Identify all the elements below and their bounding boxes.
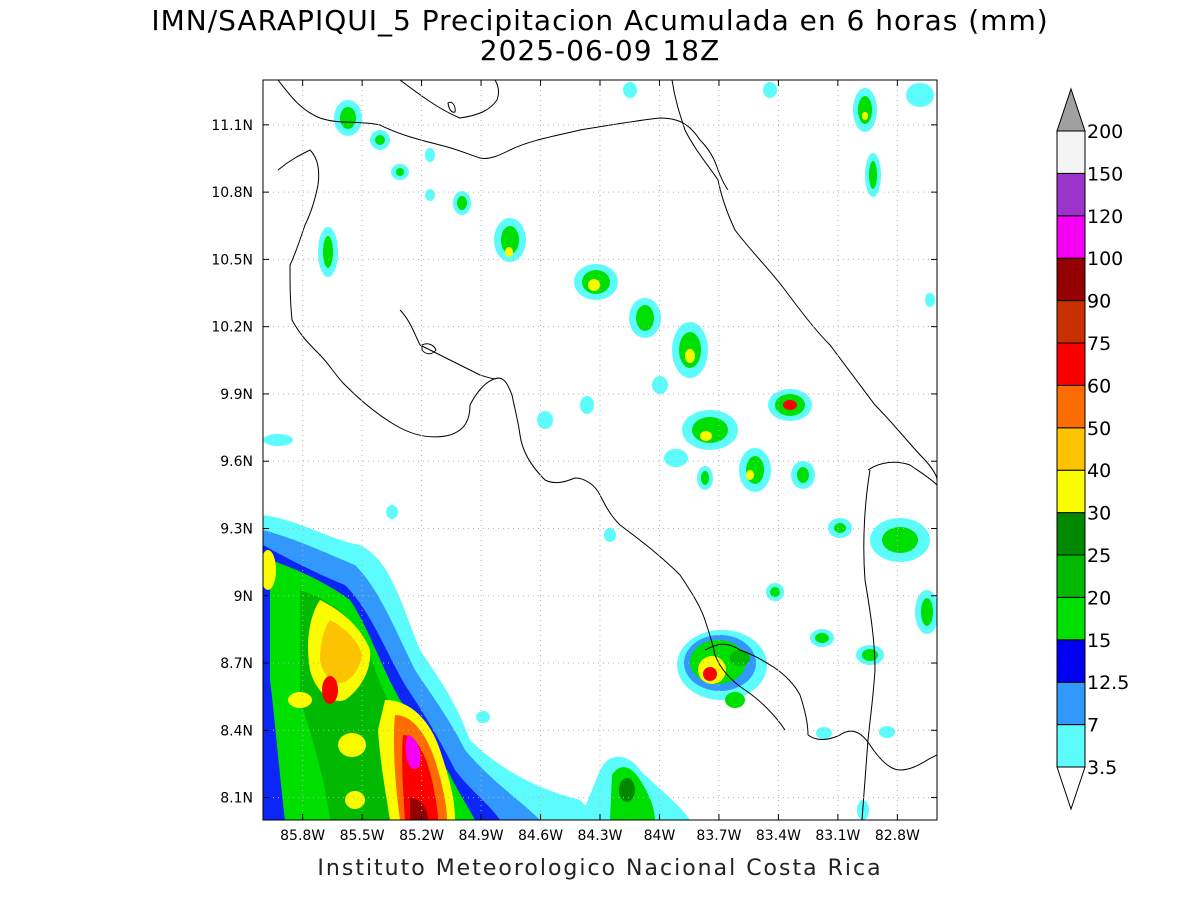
legend-label: 90 bbox=[1087, 291, 1111, 313]
institution-credit: Instituto Meteorologico Nacional Costa R… bbox=[317, 856, 883, 881]
south-coast-panama bbox=[807, 730, 937, 771]
lake-island bbox=[421, 343, 437, 355]
panama-border bbox=[861, 461, 937, 820]
lat-tick-label: 10.5N bbox=[211, 252, 253, 268]
lat-tick-label: 11.1N bbox=[211, 118, 253, 134]
precip-cluster-southwest bbox=[263, 434, 600, 820]
grid-lines bbox=[263, 80, 937, 820]
color-legend: 3.5 7 12.5 15 20 25 30 40 50 60 75 90 100 120 150 200 bbox=[1056, 87, 1129, 811]
legend-label: 75 bbox=[1087, 333, 1111, 355]
map-axes: 85.8W 85.5W 85.2W 84.9W 84.6W 84.3W 84W 83.7W 83… bbox=[211, 80, 937, 844]
precip-cluster-south-central bbox=[580, 756, 690, 820]
lat-tick-label: 8.7N bbox=[220, 656, 253, 672]
precip-cluster-osa bbox=[677, 630, 767, 708]
legend-label: 30 bbox=[1087, 503, 1111, 525]
legend-label: 60 bbox=[1087, 375, 1111, 397]
legend-swatch bbox=[1056, 300, 1086, 344]
lat-tick-label: 9.9N bbox=[220, 387, 253, 403]
legend-swatch bbox=[1056, 384, 1086, 429]
legend-label: 12.5 bbox=[1087, 672, 1129, 694]
north-islet bbox=[447, 101, 456, 113]
precip-cells-central bbox=[318, 82, 937, 820]
lon-tick-label: 83.7W bbox=[696, 828, 741, 844]
nicoya-gulf-shore bbox=[399, 309, 499, 380]
legend-label: 25 bbox=[1087, 545, 1111, 567]
legend-label: 7 bbox=[1087, 715, 1099, 737]
lon-tick-label: 84.3W bbox=[577, 828, 622, 844]
osa-peninsula bbox=[704, 643, 809, 736]
legend-label-top: 200 bbox=[1087, 121, 1123, 143]
legend-label: 120 bbox=[1087, 206, 1123, 228]
legend-label: 100 bbox=[1087, 248, 1123, 270]
precipitation-field bbox=[263, 82, 937, 820]
legend-swatch bbox=[1056, 596, 1086, 641]
map-subtitle-datetime: 2025-06-09 18Z bbox=[479, 34, 721, 67]
legend-label: 20 bbox=[1087, 587, 1111, 609]
legend-swatch bbox=[1056, 469, 1086, 514]
caribbean-coast bbox=[671, 80, 937, 481]
lon-tick-label: 84.9W bbox=[459, 828, 504, 844]
lon-tick-label: 84W bbox=[644, 828, 676, 844]
legend-swatch bbox=[1056, 554, 1086, 598]
legend-swatch bbox=[1056, 427, 1086, 471]
lon-tick-label: 84.6W bbox=[518, 828, 563, 844]
legend-swatch bbox=[1056, 172, 1086, 217]
legend-label: 15 bbox=[1087, 630, 1111, 652]
lat-tick-label: 9.3N bbox=[220, 521, 253, 537]
lon-tick-label: 83.4W bbox=[756, 828, 801, 844]
lat-tick-label: 10.8N bbox=[211, 185, 253, 201]
lon-tick-label: 85.8W bbox=[280, 828, 325, 844]
lat-tick-label: 8.1N bbox=[220, 791, 253, 807]
lat-tick-label: 9N bbox=[234, 589, 253, 605]
lat-tick-label: 10.2N bbox=[211, 320, 253, 336]
lat-tick-label: 8.4N bbox=[220, 723, 253, 739]
legend-swatch bbox=[1056, 342, 1086, 386]
legend-swatch bbox=[1056, 512, 1086, 556]
legend-label: 3.5 bbox=[1087, 757, 1117, 779]
legend-swatch bbox=[1056, 257, 1086, 302]
legend-swatch bbox=[1056, 724, 1086, 768]
coastlines-and-borders bbox=[277, 80, 937, 820]
legend-underflow-arrow bbox=[1056, 766, 1086, 811]
lat-tick-label: 9.6N bbox=[220, 454, 253, 470]
legend-swatch bbox=[1056, 639, 1086, 683]
legend-swatch bbox=[1056, 130, 1086, 174]
legend-swatch bbox=[1056, 681, 1086, 726]
legend-swatch bbox=[1056, 215, 1086, 259]
lon-tick-label: 85.2W bbox=[399, 828, 444, 844]
legend-label: 50 bbox=[1087, 418, 1111, 440]
nicaragua-lake-shore bbox=[399, 80, 499, 119]
lon-tick-label: 85.5W bbox=[340, 828, 385, 844]
lon-tick-label: 83.1W bbox=[815, 828, 860, 844]
legend-label: 150 bbox=[1087, 163, 1123, 185]
lon-tick-label: 82.8W bbox=[875, 828, 920, 844]
map-title: IMN/SARAPIQUI_5 Precipitacion Acumulada … bbox=[151, 4, 1049, 37]
legend-overflow-arrow bbox=[1056, 87, 1086, 132]
nicaragua-border bbox=[277, 80, 729, 191]
legend-label: 40 bbox=[1087, 460, 1111, 482]
